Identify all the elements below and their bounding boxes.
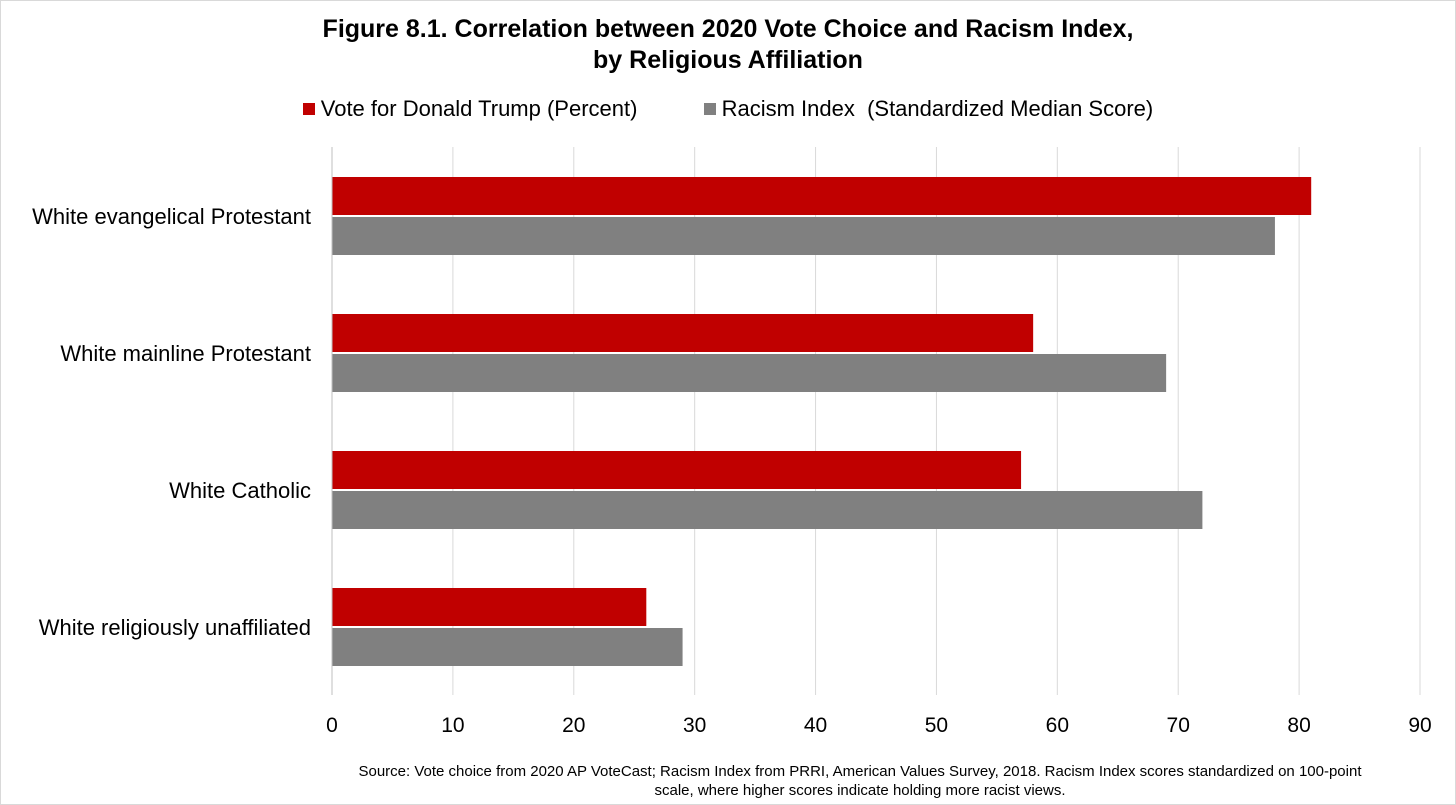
legend-label-racism-index: Racism Index (Standardized Median Score) — [721, 96, 1154, 121]
legend-swatch-trump-vote — [302, 103, 315, 115]
x-tick-label: 50 — [925, 714, 948, 737]
source-line-1: Source: Vote choice from 2020 AP VoteCas… — [358, 763, 1362, 780]
racism-index-bar — [332, 354, 1167, 392]
racism-index-bar — [332, 217, 1275, 255]
x-tick-label: 40 — [804, 714, 827, 737]
legend-item-trump-vote: Vote for Donald Trump (Percent) — [302, 94, 638, 124]
category-label: White evangelical Protestant — [32, 204, 311, 229]
source-line-2: scale, where higher scores indicate hold… — [654, 782, 1066, 799]
legend-item-racism-index: Racism Index (Standardized Median Score) — [703, 94, 1154, 124]
racism-index-bar — [332, 491, 1203, 529]
trump-vote-bar — [332, 314, 1034, 352]
trump-vote-bar — [332, 177, 1312, 215]
trump-vote-bar — [332, 451, 1022, 489]
x-tick-label: 80 — [1287, 714, 1310, 737]
source-note: Source: Vote choice from 2020 AP VoteCas… — [300, 762, 1420, 800]
legend-label-trump-vote: Vote for Donald Trump (Percent) — [320, 96, 638, 121]
x-tick-label: 20 — [562, 714, 585, 737]
chart-title-line-2: by Religious Affiliation — [593, 46, 863, 74]
x-tick-label: 0 — [326, 714, 338, 737]
legend: Vote for Donald Trump (Percent) Racism I… — [0, 94, 1456, 124]
x-tick-label: 10 — [441, 714, 464, 737]
category-label: White religiously unaffiliated — [39, 615, 311, 640]
trump-vote-bar — [332, 588, 647, 626]
x-tick-label: 90 — [1408, 714, 1431, 737]
x-tick-label: 60 — [1046, 714, 1069, 737]
category-label: White mainline Protestant — [60, 341, 311, 366]
racism-index-bar — [332, 628, 683, 666]
legend-swatch-racism-index — [703, 103, 716, 115]
chart-title-line-1: Figure 8.1. Correlation between 2020 Vot… — [322, 15, 1134, 43]
category-label: White Catholic — [169, 478, 311, 503]
x-tick-label: 30 — [683, 714, 706, 737]
chart-title: Figure 8.1. Correlation between 2020 Vot… — [0, 14, 1456, 76]
x-tick-label: 70 — [1167, 714, 1190, 737]
